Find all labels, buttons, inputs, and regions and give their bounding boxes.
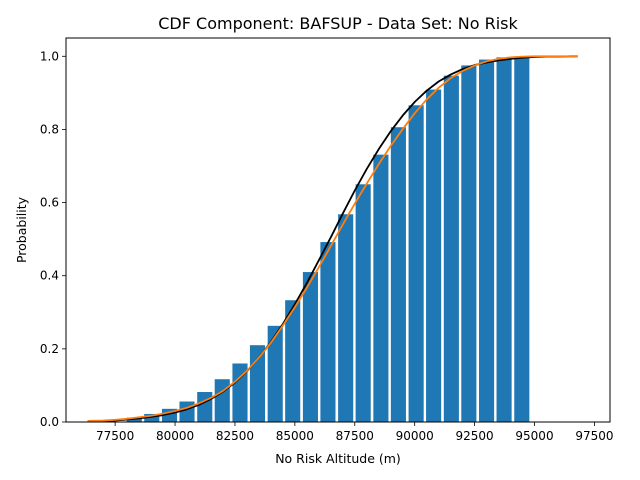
y-tick-label: 0.8 — [40, 122, 59, 136]
x-axis: 77500 80000 82500 85000 87500 90000 92500 95000… — [96, 422, 614, 443]
bar-14 — [373, 154, 389, 422]
bar-18 — [443, 75, 459, 423]
x-tick-label: 80000 — [156, 429, 194, 443]
y-tick-label: 0.2 — [40, 342, 59, 356]
chart-title: CDF Component: BAFSUP - Data Set: No Ris… — [158, 14, 518, 33]
y-axis-label: Probability — [14, 196, 29, 263]
plot-area — [87, 55, 578, 423]
bar-13 — [355, 184, 371, 422]
bar-0 — [126, 417, 142, 422]
cdf-line-0 — [87, 55, 578, 423]
y-tick-label: 0.4 — [40, 269, 59, 283]
x-tick-label: 95000 — [515, 429, 553, 443]
y-tick-label: 0.6 — [40, 196, 59, 210]
bar-21 — [496, 57, 512, 422]
bar-1 — [144, 413, 160, 422]
bar-5 — [214, 379, 230, 422]
bar-22 — [514, 56, 530, 422]
bar-9 — [285, 300, 301, 422]
bar-20 — [479, 59, 495, 422]
cdf-line-1 — [87, 55, 578, 422]
x-tick-label: 92500 — [456, 429, 494, 443]
x-axis-label: No Risk Altitude (m) — [275, 451, 401, 466]
y-tick-label: 0.0 — [40, 415, 59, 429]
bar-15 — [390, 127, 406, 422]
x-tick-label: 97500 — [575, 429, 613, 443]
bar-11 — [320, 242, 336, 422]
y-axis: 0.0 0.2 0.4 0.6 0.8 1.0 — [40, 49, 66, 429]
bar-19 — [461, 65, 477, 423]
bar-17 — [426, 89, 442, 422]
x-tick-label: 87500 — [336, 429, 374, 443]
bar-6 — [232, 363, 248, 422]
bar-7 — [249, 345, 266, 422]
x-tick-label: 77500 — [96, 429, 134, 443]
bar-10 — [302, 272, 318, 422]
x-tick-label: 85000 — [276, 429, 314, 443]
x-tick-label: 90000 — [396, 429, 434, 443]
bar-3 — [179, 401, 195, 422]
bar-8 — [267, 325, 283, 422]
bar-4 — [197, 392, 213, 422]
x-tick-label: 82500 — [216, 429, 254, 443]
plot-frame — [65, 37, 611, 423]
bar-12 — [338, 214, 354, 422]
y-tick-label: 1.0 — [40, 49, 59, 63]
bar-16 — [408, 105, 424, 422]
